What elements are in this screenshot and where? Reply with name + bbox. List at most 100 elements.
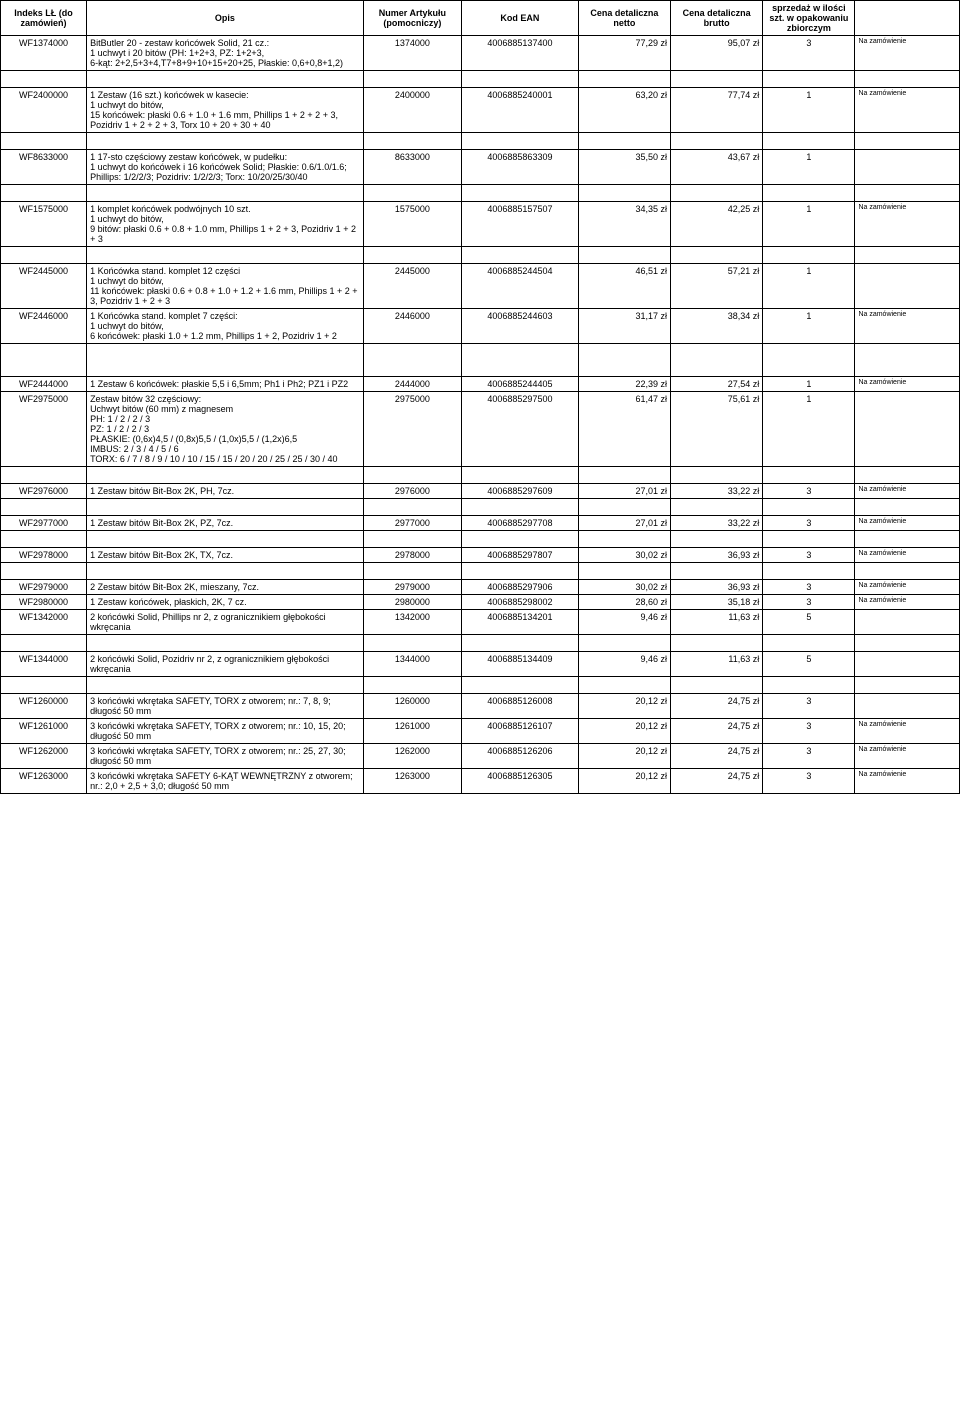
cell-netto: 22,39 zł <box>578 377 670 392</box>
cell-idx: WF1374000 <box>1 36 87 71</box>
table-row: WF12630003 końcówki wkrętaka SAFETY 6-KĄ… <box>1 769 960 794</box>
cell-idx: WF1575000 <box>1 202 87 247</box>
cell-numer: 1342000 <box>363 610 461 635</box>
cell-idx: WF1342000 <box>1 610 87 635</box>
cell-netto: 35,50 zł <box>578 150 670 185</box>
cell-numer: 2979000 <box>363 580 461 595</box>
cell-ean: 4006885297708 <box>462 516 579 531</box>
cell-brutto: 75,61 zł <box>671 392 763 467</box>
spacer-row <box>1 71 960 88</box>
cell-brutto: 36,93 zł <box>671 580 763 595</box>
cell-qty: 5 <box>763 610 855 635</box>
cell-ean: 4006885298002 <box>462 595 579 610</box>
cell-opis: 2 końcówki Solid, Phillips nr 2, z ogran… <box>87 610 364 635</box>
cell-numer: 2977000 <box>363 516 461 531</box>
cell-note <box>855 392 960 467</box>
cell-idx: WF1262000 <box>1 744 87 769</box>
cell-note: Na zamówienie <box>855 377 960 392</box>
cell-qty: 3 <box>763 36 855 71</box>
cell-opis: Zestaw bitów 32 częściowy:Uchwyt bitów (… <box>87 392 364 467</box>
spacer-row <box>1 499 960 516</box>
cell-idx: WF2978000 <box>1 548 87 563</box>
cell-brutto: 42,25 zł <box>671 202 763 247</box>
cell-brutto: 33,22 zł <box>671 516 763 531</box>
cell-brutto: 11,63 zł <box>671 652 763 677</box>
col-header: Cena detaliczna netto <box>578 1 670 36</box>
cell-note <box>855 150 960 185</box>
cell-netto: 61,47 zł <box>578 392 670 467</box>
cell-note: Na zamówienie <box>855 548 960 563</box>
cell-idx: WF2400000 <box>1 88 87 133</box>
cell-numer: 2446000 <box>363 309 461 344</box>
cell-netto: 9,46 zł <box>578 610 670 635</box>
cell-idx: WF1261000 <box>1 719 87 744</box>
cell-opis: 1 Zestaw 6 końcówek: płaskie 5,5 i 6,5mm… <box>87 377 364 392</box>
col-header: Indeks LŁ (do zamówień) <box>1 1 87 36</box>
cell-ean: 4006885126206 <box>462 744 579 769</box>
cell-numer: 1262000 <box>363 744 461 769</box>
cell-netto: 77,29 zł <box>578 36 670 71</box>
cell-qty: 3 <box>763 694 855 719</box>
cell-qty: 1 <box>763 264 855 309</box>
cell-qty: 1 <box>763 392 855 467</box>
cell-brutto: 57,21 zł <box>671 264 763 309</box>
cell-qty: 3 <box>763 719 855 744</box>
cell-note <box>855 264 960 309</box>
cell-numer: 2400000 <box>363 88 461 133</box>
cell-brutto: 27,54 zł <box>671 377 763 392</box>
cell-ean: 4006885297906 <box>462 580 579 595</box>
table-row: WF1374000BitButler 20 - zestaw końcówek … <box>1 36 960 71</box>
table-row: WF29780001 Zestaw bitów Bit-Box 2K, TX, … <box>1 548 960 563</box>
cell-qty: 1 <box>763 377 855 392</box>
table-row: WF24460001 Końcówka stand. komplet 7 czę… <box>1 309 960 344</box>
cell-qty: 1 <box>763 202 855 247</box>
table-row: WF2975000Zestaw bitów 32 częściowy:Uchwy… <box>1 392 960 467</box>
cell-numer: 8633000 <box>363 150 461 185</box>
col-header: Numer Artykułu (pomocniczy) <box>363 1 461 36</box>
cell-idx: WF1260000 <box>1 694 87 719</box>
spacer-row <box>1 185 960 202</box>
cell-idx: WF2977000 <box>1 516 87 531</box>
cell-idx: WF1263000 <box>1 769 87 794</box>
table-row: WF12600003 końcówki wkrętaka SAFETY, TOR… <box>1 694 960 719</box>
cell-idx: WF2445000 <box>1 264 87 309</box>
table-row: WF29790002 Zestaw bitów Bit-Box 2K, mies… <box>1 580 960 595</box>
cell-idx: WF1344000 <box>1 652 87 677</box>
cell-ean: 4006885244405 <box>462 377 579 392</box>
cell-opis: 1 Końcówka stand. komplet 12 części1 uch… <box>87 264 364 309</box>
cell-qty: 1 <box>763 309 855 344</box>
cell-brutto: 24,75 zł <box>671 694 763 719</box>
cell-brutto: 11,63 zł <box>671 610 763 635</box>
col-header: Cena detaliczna brutto <box>671 1 763 36</box>
cell-netto: 20,12 zł <box>578 769 670 794</box>
cell-opis: 3 końcówki wkrętaka SAFETY 6-KĄT WEWNĘTR… <box>87 769 364 794</box>
col-header: Kod EAN <box>462 1 579 36</box>
product-table: Indeks LŁ (do zamówień) Opis Numer Artyk… <box>0 0 960 794</box>
cell-note <box>855 610 960 635</box>
cell-note: Na zamówienie <box>855 516 960 531</box>
cell-numer: 2978000 <box>363 548 461 563</box>
cell-idx: WF2979000 <box>1 580 87 595</box>
cell-ean: 4006885297807 <box>462 548 579 563</box>
cell-netto: 9,46 zł <box>578 652 670 677</box>
cell-ean: 4006885244603 <box>462 309 579 344</box>
cell-brutto: 43,67 zł <box>671 150 763 185</box>
table-row: WF13420002 końcówki Solid, Phillips nr 2… <box>1 610 960 635</box>
cell-opis: 1 komplet końcówek podwójnych 10 szt.1 u… <box>87 202 364 247</box>
col-header: sprzedaż w ilości szt. w opakowaniu zbio… <box>763 1 855 36</box>
spacer-row <box>1 133 960 150</box>
cell-idx: WF2446000 <box>1 309 87 344</box>
cell-opis: 3 końcówki wkrętaka SAFETY, TORX z otwor… <box>87 694 364 719</box>
table-row: WF15750001 komplet końcówek podwójnych 1… <box>1 202 960 247</box>
cell-qty: 3 <box>763 516 855 531</box>
cell-qty: 3 <box>763 744 855 769</box>
table-row: WF24450001 Końcówka stand. komplet 12 cz… <box>1 264 960 309</box>
cell-qty: 1 <box>763 88 855 133</box>
cell-idx: WF2444000 <box>1 377 87 392</box>
cell-qty: 3 <box>763 548 855 563</box>
cell-ean: 4006885863309 <box>462 150 579 185</box>
cell-ean: 4006885126107 <box>462 719 579 744</box>
cell-netto: 27,01 zł <box>578 516 670 531</box>
table-row: WF24000001 Zestaw (16 szt.) końcówek w k… <box>1 88 960 133</box>
table-row: WF29760001 Zestaw bitów Bit-Box 2K, PH, … <box>1 484 960 499</box>
